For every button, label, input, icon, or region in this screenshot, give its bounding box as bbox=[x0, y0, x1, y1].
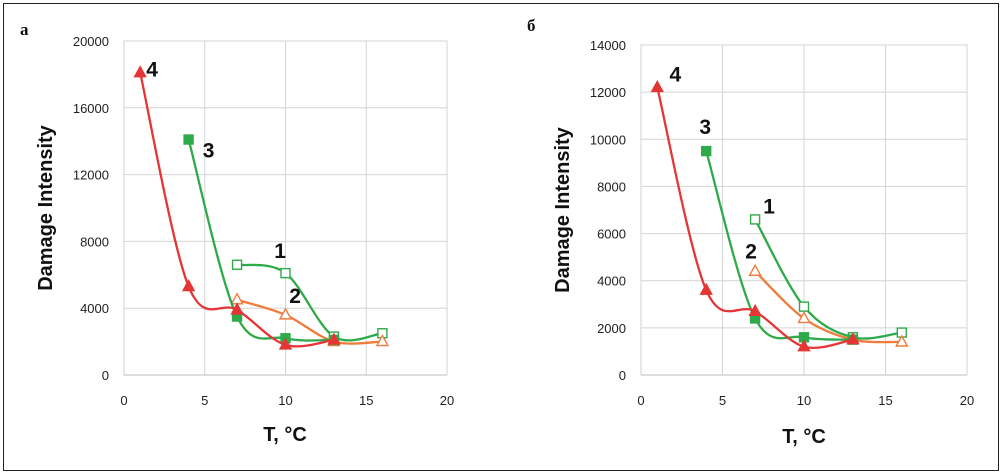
data-point bbox=[280, 267, 291, 279]
y-axis-title: Damage Intensity bbox=[35, 124, 57, 290]
data-point bbox=[749, 214, 761, 225]
curve-label-3: 3 bbox=[203, 140, 215, 163]
series-line-2 bbox=[754, 270, 902, 344]
y-tick-label: 8000 bbox=[80, 234, 109, 249]
x-tick-label: 5 bbox=[719, 393, 726, 408]
data-point bbox=[183, 134, 194, 145]
data-point bbox=[181, 279, 196, 292]
x-tick-label: 20 bbox=[440, 393, 454, 408]
panel-letter-b: б bbox=[527, 16, 536, 35]
data-point bbox=[748, 303, 762, 317]
curve-label-1: 1 bbox=[763, 195, 775, 218]
data-point bbox=[230, 292, 244, 305]
x-tick-label: 5 bbox=[201, 393, 208, 408]
x-tick-label: 10 bbox=[797, 393, 811, 408]
chart-panel-2: 0 5 10 15 20 0 2000 4000 6000 8000 10000 12000 14000… bbox=[552, 38, 974, 448]
data-point bbox=[797, 310, 811, 324]
y-tick-label: 20000 bbox=[73, 34, 109, 49]
data-point bbox=[701, 145, 712, 157]
series-line-3 bbox=[187, 139, 335, 342]
data-point bbox=[278, 307, 293, 320]
data-point bbox=[650, 79, 664, 93]
series-1: 1 bbox=[749, 195, 907, 343]
data-point bbox=[797, 339, 811, 352]
data-point bbox=[375, 334, 390, 347]
data-point bbox=[133, 65, 147, 78]
y-tick-label: 12000 bbox=[73, 168, 109, 183]
y-tick-label: 14000 bbox=[590, 38, 626, 53]
y-axis-title: Damage Intensity bbox=[552, 126, 574, 292]
curve-label-3: 3 bbox=[699, 116, 711, 139]
series-1: 1 bbox=[231, 240, 388, 342]
data-point bbox=[846, 332, 860, 345]
series-4: 4 bbox=[650, 63, 860, 352]
y-tick-label: 0 bbox=[102, 368, 109, 383]
data-point bbox=[895, 334, 909, 347]
curve-label-1: 1 bbox=[274, 240, 286, 263]
series-line-3 bbox=[705, 150, 853, 341]
x-tick-label: 15 bbox=[878, 393, 892, 408]
series-line-1 bbox=[754, 218, 902, 340]
series-line-1 bbox=[236, 263, 383, 342]
y-tick-label: 2000 bbox=[597, 321, 626, 336]
curve-label-4: 4 bbox=[669, 63, 681, 86]
series-line-4 bbox=[656, 87, 854, 349]
series-2: 2 bbox=[745, 240, 909, 347]
y-tick-label: 16000 bbox=[73, 101, 109, 116]
y-tick-label: 4000 bbox=[80, 301, 109, 316]
series-4: 4 bbox=[133, 59, 341, 350]
x-tick-label: 0 bbox=[120, 393, 127, 408]
data-point bbox=[230, 302, 244, 315]
curve-label-2: 2 bbox=[289, 285, 301, 308]
x-tick-label: 20 bbox=[960, 393, 974, 408]
data-point bbox=[699, 282, 713, 295]
x-tick-label: 15 bbox=[359, 393, 373, 408]
curve-label-4: 4 bbox=[146, 59, 158, 82]
y-tick-label: 6000 bbox=[597, 227, 626, 242]
y-tick-label: 0 bbox=[619, 368, 626, 383]
data-point bbox=[327, 332, 341, 345]
panel-letter-a: а bbox=[20, 20, 29, 39]
y-tick-label: 12000 bbox=[590, 85, 626, 100]
data-point bbox=[278, 337, 293, 350]
x-tick-label: 0 bbox=[637, 393, 644, 408]
series-line-4 bbox=[139, 72, 335, 348]
x-tick-label: 10 bbox=[278, 393, 292, 408]
data-point bbox=[798, 301, 810, 312]
curve-label-2: 2 bbox=[745, 240, 757, 263]
data-point bbox=[748, 263, 762, 276]
y-tick-label: 8000 bbox=[597, 179, 626, 194]
series-line-2 bbox=[236, 298, 383, 345]
x-axis-title: T, °C bbox=[782, 426, 826, 448]
x-axis-title: T, °C bbox=[263, 424, 307, 446]
y-tick-label: 4000 bbox=[597, 274, 626, 289]
y-tick-label: 10000 bbox=[590, 132, 626, 147]
data-point bbox=[231, 259, 243, 270]
chart-panel-1: 0 5 10 15 20 0 4000 8000 12000 16000 20000 T, °C Dam… bbox=[35, 34, 454, 446]
figure-frame bbox=[3, 3, 999, 471]
